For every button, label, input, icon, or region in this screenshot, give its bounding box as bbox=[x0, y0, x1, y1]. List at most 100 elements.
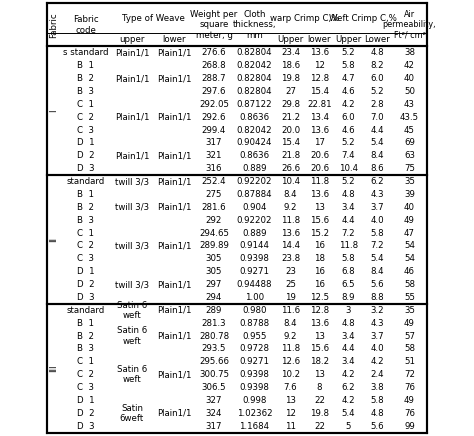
Bar bbox=[276, 239, 305, 252]
Text: 0.94488: 0.94488 bbox=[237, 280, 272, 289]
Bar bbox=[60, 3, 111, 47]
Bar bbox=[195, 150, 233, 162]
Text: 8.4: 8.4 bbox=[283, 319, 297, 328]
Bar bbox=[276, 3, 334, 34]
Bar bbox=[363, 420, 392, 433]
Bar bbox=[392, 47, 427, 59]
Bar bbox=[233, 291, 276, 304]
Text: 11.8: 11.8 bbox=[339, 242, 358, 250]
Text: 0.8788: 0.8788 bbox=[239, 319, 270, 328]
Text: 5.2: 5.2 bbox=[342, 177, 356, 186]
Bar bbox=[305, 381, 334, 394]
Bar bbox=[392, 162, 427, 175]
Text: Plain1/1: Plain1/1 bbox=[157, 74, 191, 83]
Bar bbox=[276, 111, 305, 124]
Text: 99: 99 bbox=[404, 422, 415, 431]
Text: 3.7: 3.7 bbox=[371, 331, 384, 341]
Text: 0.889: 0.889 bbox=[242, 228, 267, 238]
Bar bbox=[233, 265, 276, 278]
Text: C  1: C 1 bbox=[77, 228, 94, 238]
Text: twill 3/3: twill 3/3 bbox=[115, 177, 149, 186]
Bar bbox=[334, 47, 363, 59]
Text: 10.4: 10.4 bbox=[339, 164, 358, 173]
Text: 69: 69 bbox=[404, 139, 415, 147]
Bar bbox=[334, 59, 363, 72]
Bar bbox=[334, 407, 363, 420]
Bar bbox=[392, 150, 427, 162]
Text: 3.7: 3.7 bbox=[371, 203, 384, 212]
Text: lower: lower bbox=[162, 35, 186, 44]
Text: 43.5: 43.5 bbox=[400, 113, 419, 122]
Text: 72: 72 bbox=[404, 370, 415, 379]
Text: 11.8: 11.8 bbox=[281, 344, 300, 354]
Text: 8.8: 8.8 bbox=[371, 293, 384, 302]
Text: 0.9271: 0.9271 bbox=[239, 267, 270, 276]
Text: 0.9398: 0.9398 bbox=[239, 383, 269, 392]
Bar bbox=[195, 330, 233, 342]
Text: 58: 58 bbox=[404, 280, 415, 289]
Text: 3.4: 3.4 bbox=[342, 203, 356, 212]
Bar bbox=[305, 291, 334, 304]
Text: Satin
6weft: Satin 6weft bbox=[120, 404, 144, 423]
Text: 5.6: 5.6 bbox=[371, 422, 384, 431]
Text: 17: 17 bbox=[314, 139, 325, 147]
Bar bbox=[111, 188, 153, 227]
Bar bbox=[363, 394, 392, 407]
Text: 299.4: 299.4 bbox=[202, 126, 226, 135]
Bar bbox=[334, 239, 363, 252]
Bar bbox=[392, 420, 427, 433]
Bar bbox=[60, 239, 111, 252]
Bar bbox=[60, 304, 111, 317]
Text: B  1: B 1 bbox=[77, 319, 94, 328]
Text: 0.82042: 0.82042 bbox=[237, 61, 272, 70]
Text: 25: 25 bbox=[285, 280, 296, 289]
Bar bbox=[305, 420, 334, 433]
Text: D  1: D 1 bbox=[77, 139, 94, 147]
Bar bbox=[392, 3, 427, 47]
Text: 22.81: 22.81 bbox=[307, 100, 332, 109]
Bar bbox=[60, 162, 111, 175]
Bar bbox=[305, 317, 334, 330]
Bar bbox=[195, 304, 233, 317]
Text: 0.889: 0.889 bbox=[242, 164, 267, 173]
Bar bbox=[392, 227, 427, 239]
Text: 12: 12 bbox=[314, 61, 325, 70]
Text: 8: 8 bbox=[317, 383, 322, 392]
Text: 10.4: 10.4 bbox=[281, 177, 300, 186]
Text: standard: standard bbox=[66, 177, 105, 186]
Text: B  2: B 2 bbox=[77, 74, 94, 83]
Bar bbox=[276, 278, 305, 291]
Bar bbox=[233, 98, 276, 111]
Text: Plain1/1: Plain1/1 bbox=[157, 177, 191, 186]
Text: warp Crimp C,%: warp Crimp C,% bbox=[270, 14, 340, 23]
Bar bbox=[334, 72, 363, 85]
Text: 324: 324 bbox=[206, 409, 222, 418]
Text: 0.9144: 0.9144 bbox=[239, 242, 270, 250]
Text: Lower: Lower bbox=[365, 35, 391, 44]
Text: D  1: D 1 bbox=[77, 267, 94, 276]
Text: 0.9728: 0.9728 bbox=[239, 344, 270, 354]
Bar bbox=[233, 188, 276, 201]
Bar bbox=[233, 342, 276, 355]
Bar bbox=[276, 34, 305, 47]
Bar bbox=[305, 124, 334, 136]
Text: 288.7: 288.7 bbox=[202, 74, 226, 83]
Text: 5.8: 5.8 bbox=[342, 254, 356, 263]
Text: 0.980: 0.980 bbox=[242, 306, 267, 315]
Bar bbox=[305, 175, 334, 188]
Bar bbox=[111, 34, 153, 47]
Text: 1.1684: 1.1684 bbox=[239, 422, 270, 431]
Bar bbox=[305, 85, 334, 98]
Text: 292: 292 bbox=[206, 216, 222, 225]
Text: Plain1/1: Plain1/1 bbox=[157, 203, 191, 212]
Text: 3.4: 3.4 bbox=[342, 357, 356, 366]
Bar bbox=[334, 98, 363, 111]
Bar bbox=[305, 265, 334, 278]
Text: B  2: B 2 bbox=[77, 203, 94, 212]
Text: C  1: C 1 bbox=[77, 100, 94, 109]
Text: 13: 13 bbox=[314, 203, 325, 212]
Bar bbox=[60, 85, 111, 98]
Text: 20.6: 20.6 bbox=[310, 151, 329, 160]
Text: Plain1/1: Plain1/1 bbox=[115, 74, 149, 83]
Bar bbox=[363, 265, 392, 278]
